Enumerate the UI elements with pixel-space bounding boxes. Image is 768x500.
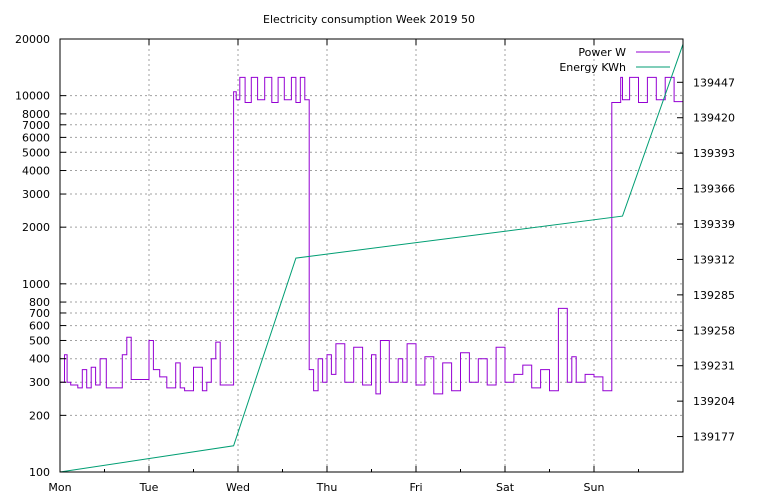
y-tick-label: 10000 bbox=[15, 90, 50, 103]
y-tick-label: 400 bbox=[29, 353, 50, 366]
y2-tick-label: 139312 bbox=[693, 253, 735, 266]
y-tick-label: 2000 bbox=[22, 221, 50, 234]
x-tick-label: Tue bbox=[139, 481, 159, 494]
y2-tick-label: 139285 bbox=[693, 289, 735, 302]
y2-tick-label: 139393 bbox=[693, 147, 735, 160]
series-line-energy bbox=[59, 44, 684, 473]
y-tick-label: 600 bbox=[29, 320, 50, 333]
y-tick-label: 4000 bbox=[22, 165, 50, 178]
y-tick-label: 3000 bbox=[22, 188, 50, 201]
y-tick-label: 1000 bbox=[22, 278, 50, 291]
y2-tick-label: 139204 bbox=[693, 395, 735, 408]
x-tick-label: Wed bbox=[226, 481, 250, 494]
series-line-power bbox=[60, 76, 684, 395]
series-layer bbox=[59, 44, 684, 473]
y-tick-label: 800 bbox=[29, 296, 50, 309]
y2-tick-label: 139366 bbox=[693, 183, 735, 196]
plot-frame bbox=[59, 38, 684, 473]
y-tick-label: 7000 bbox=[22, 119, 50, 132]
y-tick-label: 700 bbox=[29, 307, 50, 320]
y2-tick-label: 139447 bbox=[693, 76, 735, 89]
y-tick-label: 5000 bbox=[22, 146, 50, 159]
y-tick-label: 6000 bbox=[22, 131, 50, 144]
y-tick-label: 100 bbox=[29, 466, 50, 479]
y-tick-label: 300 bbox=[29, 376, 50, 389]
x-tick-label: Sun bbox=[584, 481, 605, 494]
y2-tick-label: 139231 bbox=[693, 360, 735, 373]
y2-tick-label: 139177 bbox=[693, 431, 735, 444]
grid-layer bbox=[60, 39, 683, 472]
x-tick-label: Mon bbox=[48, 481, 71, 494]
y-tick-label: 200 bbox=[29, 409, 50, 422]
y-tick-label: 500 bbox=[29, 334, 50, 347]
axes-layer: Mon Tue Wed Thu Fri Sat Sun1002003004005006007… bbox=[15, 33, 735, 494]
x-tick-label: Sat bbox=[496, 481, 515, 494]
y-tick-label: 8000 bbox=[22, 108, 50, 121]
legend-label: Energy KWh bbox=[559, 61, 626, 74]
y2-tick-label: 139339 bbox=[693, 218, 735, 231]
legend: Power W Energy KWh bbox=[559, 46, 670, 74]
y-tick-label: 20000 bbox=[15, 33, 50, 46]
chart-title: Electricity consumption Week 2019 50 bbox=[263, 13, 475, 26]
y2-tick-label: 139258 bbox=[693, 324, 735, 337]
legend-label: Power W bbox=[578, 46, 626, 59]
x-tick-label: Fri bbox=[409, 481, 422, 494]
x-tick-label: Thu bbox=[316, 481, 338, 494]
y2-tick-label: 139420 bbox=[693, 112, 735, 125]
